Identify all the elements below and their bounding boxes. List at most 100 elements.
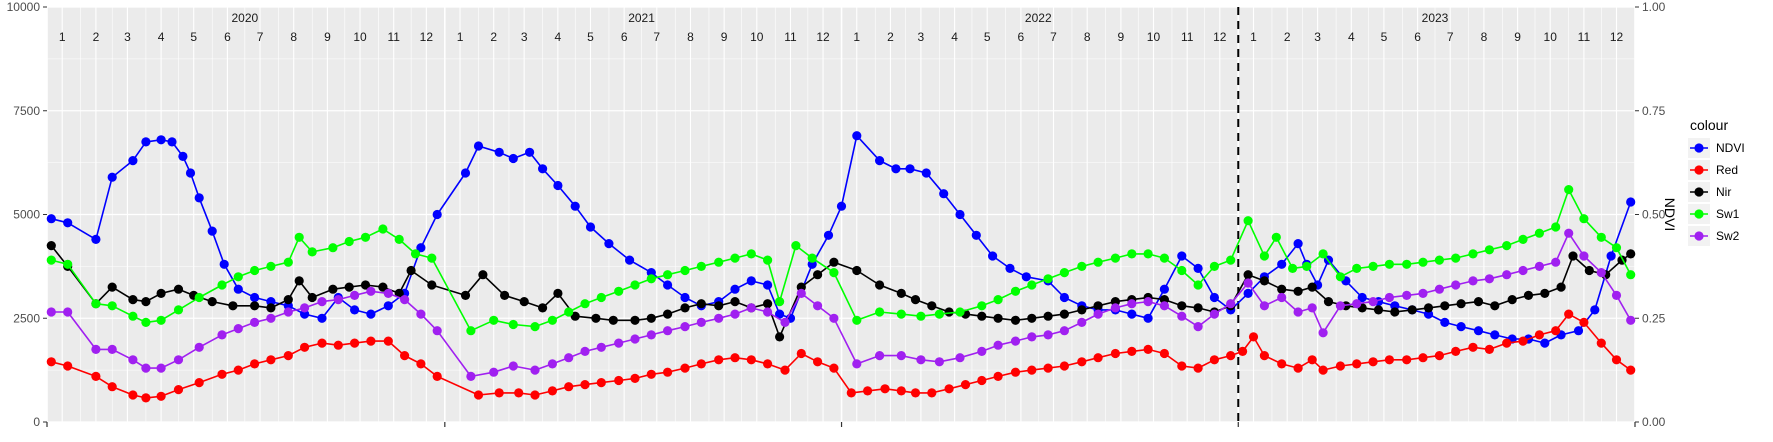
data-point-nir [1407,305,1417,315]
data-point-nir [406,265,416,276]
data-point-red [173,385,184,395]
legend-label: Red [1716,163,1738,177]
month-label: 11 [387,30,400,44]
data-point-red [283,351,293,361]
data-point-sw1 [1077,261,1087,271]
data-point-sw2 [128,355,138,365]
data-point-sw1 [646,274,656,284]
data-point-nir [1010,315,1021,325]
data-point-red [1143,344,1153,354]
data-point-ndvi [128,156,138,166]
data-point-ndvi [570,201,580,211]
data-point-ndvi [905,164,915,174]
data-point-sw2 [1518,265,1528,276]
data-point-nir [460,290,471,300]
data-point-sw2 [813,301,823,311]
data-point-ndvi [460,168,471,178]
data-point-sw2 [1384,292,1394,303]
data-point-ndvi [1626,197,1636,207]
data-point-red [596,378,606,388]
data-point-sw1 [489,315,499,325]
data-point-red [1159,348,1169,359]
legend: colour NDVI Red Nir Sw1 Sw2 [1688,117,1745,246]
data-point-ndvi [508,153,518,164]
month-label: 12 [1610,30,1624,44]
data-point-sw2 [489,367,499,377]
data-point-sw2 [283,307,293,317]
data-point-nir [1259,276,1269,286]
data-point-ndvi [525,147,535,157]
data-point-nir [570,311,580,321]
data-point-nir [538,303,548,313]
data-point-sw1 [1518,234,1528,244]
data-point-sw2 [1027,332,1037,342]
data-point-red [107,382,117,392]
data-point-nir [378,282,388,292]
data-point-sw2 [596,342,606,352]
data-point-nir [852,265,862,276]
data-point-sw1 [1127,249,1137,259]
data-point-ndvi [1177,251,1187,261]
data-point-ndvi [1021,272,1031,282]
data-point-ndvi [1440,317,1450,327]
month-label: 7 [257,30,264,44]
data-point-sw1 [1259,251,1269,261]
data-point-ndvi [775,309,785,319]
data-point-sw1 [1193,280,1203,290]
month-label: 12 [1213,30,1227,44]
data-point-nir [1584,265,1594,276]
data-point-red [829,363,839,373]
data-point-sw1 [508,319,518,330]
month-label: 8 [290,30,297,44]
data-point-ndvi [955,209,965,220]
data-point-sw2 [173,355,184,365]
data-point-sw2 [416,309,426,319]
data-point-red [780,365,790,375]
data-point-red [714,355,724,365]
data-point-ndvi [663,280,673,290]
data-point-sw1 [663,270,673,280]
data-point-sw1 [328,243,338,253]
data-point-sw2 [1352,299,1362,309]
data-point-ndvi [1540,338,1550,348]
data-point-ndvi [317,313,327,323]
data-point-sw2 [1293,307,1303,317]
data-point-sw1 [1564,185,1574,195]
legend-title: colour [1690,117,1728,133]
data-point-sw2 [156,363,166,373]
data-point-sw2 [1193,322,1203,332]
data-point-nir [1177,301,1187,311]
data-point-sw2 [564,353,574,363]
month-label: 2 [1284,30,1291,44]
data-point-red [927,388,937,398]
data-point-red [863,386,873,396]
data-point-nir [360,280,371,290]
data-point-sw1 [1626,270,1636,280]
data-point-sw2 [63,307,73,317]
data-point-red [730,353,740,363]
data-point-nir [1456,299,1466,309]
data-point-red [141,393,151,403]
data-point-red [1451,346,1461,356]
data-point-sw2 [1335,301,1345,311]
data-point-ndvi [207,226,217,236]
data-point-ndvi [383,301,393,311]
legend-key-point [1694,165,1704,175]
data-point-red [1127,346,1137,356]
data-point-sw1 [1302,261,1312,271]
data-point-sw2 [1209,309,1219,319]
data-point-sw2 [955,353,965,363]
data-point-nir [1193,303,1203,313]
data-point-ndvi [350,305,360,315]
data-point-ndvi [1277,259,1287,269]
data-point-ndvi [250,292,260,303]
month-label: 8 [1481,30,1488,44]
y-left-tick-label: 10000 [7,0,41,14]
data-point-sw2 [46,307,56,317]
data-point-sw2 [1307,303,1317,313]
data-point-sw2 [466,371,476,381]
data-point-nir [266,303,276,313]
data-point-red [383,336,393,346]
data-point-nir [646,313,656,323]
